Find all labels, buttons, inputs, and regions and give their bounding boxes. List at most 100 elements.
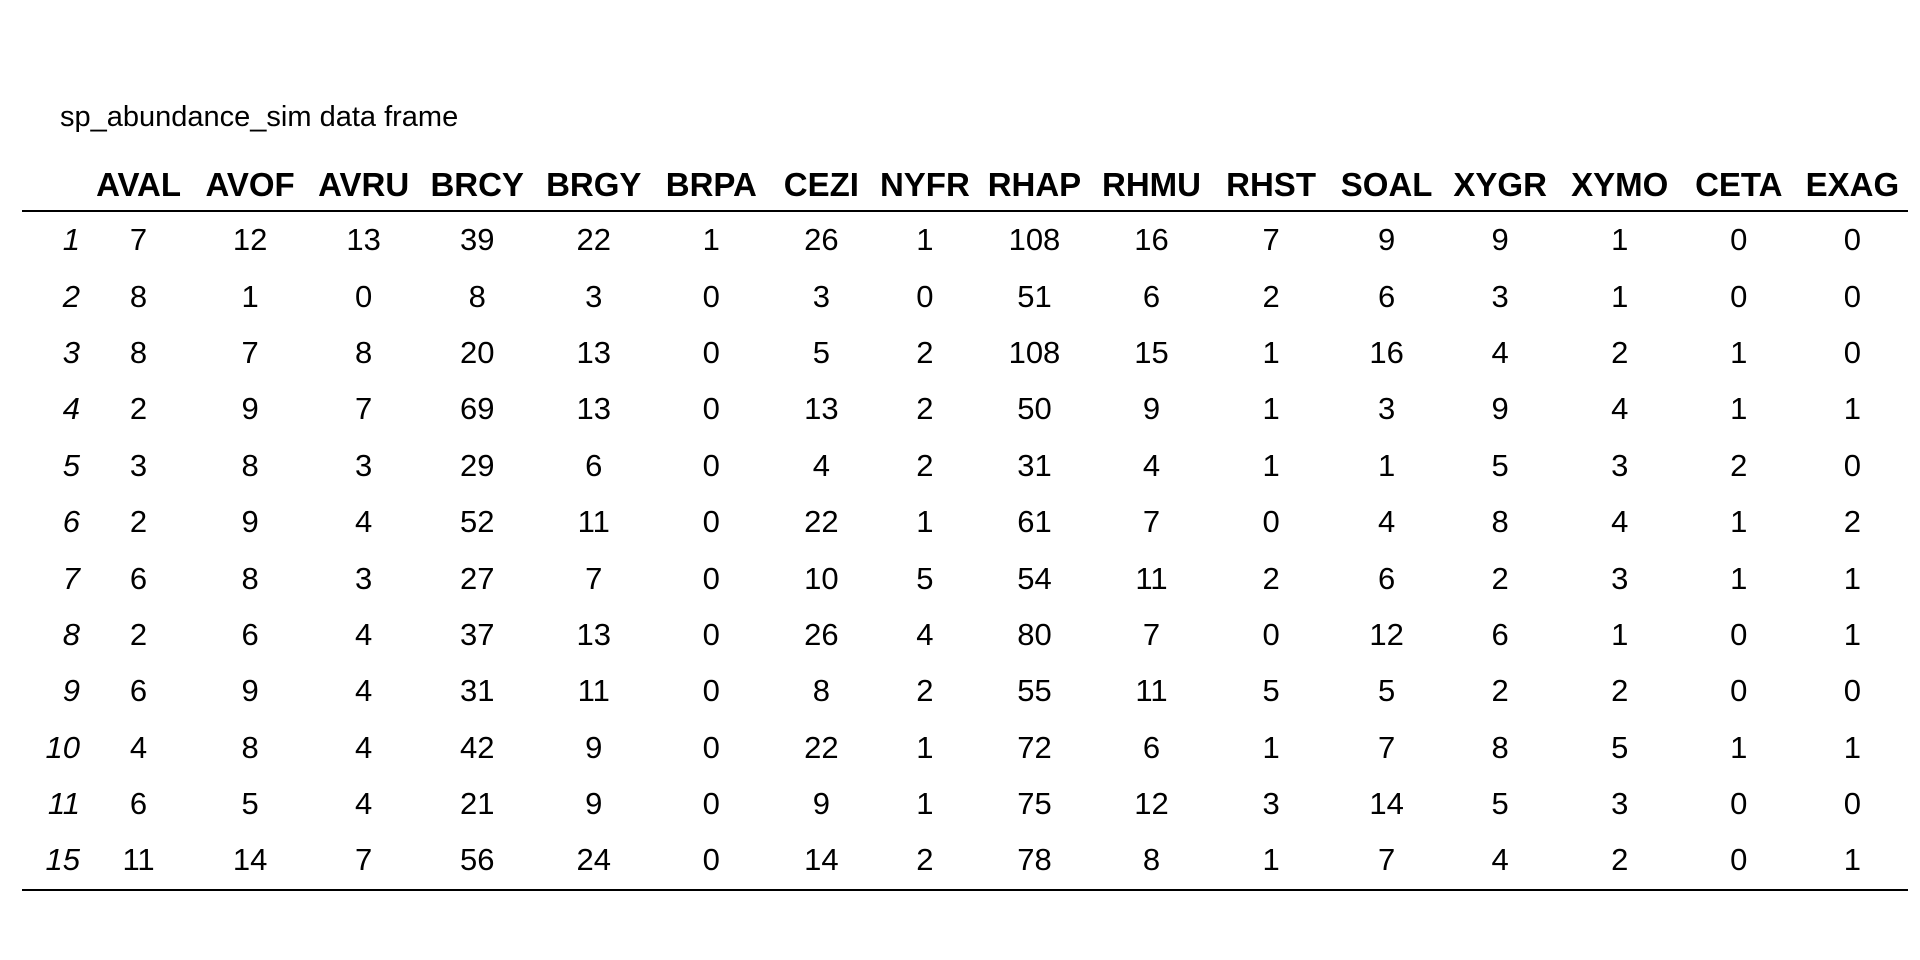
table-cell: 4	[1611, 391, 1629, 427]
table-cell: 9	[1491, 391, 1509, 427]
table-cell: 14	[1369, 786, 1404, 822]
table-cell: 1	[1730, 504, 1748, 540]
table-row: 11 6 5 4 21 9 0 9 1 75 12 3 14 5 3 0 0	[22, 776, 1908, 832]
row-name: 5	[62, 447, 81, 483]
table-cell: 5	[1611, 729, 1629, 765]
row-name: 8	[62, 616, 81, 652]
row-name-header	[22, 160, 85, 212]
table-cell: 0	[1262, 504, 1280, 540]
table-cell: 0	[1843, 334, 1862, 370]
table-cell: 14	[193, 832, 308, 891]
table-cell: 0	[1262, 616, 1280, 652]
table-cell: 6	[129, 673, 148, 709]
column-header-avof: AVOF	[193, 160, 308, 212]
table-cell: 0	[702, 278, 720, 314]
column-header-cezi: CEZI	[769, 160, 874, 212]
row-name: 15	[22, 832, 85, 891]
table-cell: 9	[241, 673, 259, 709]
table-cell: 7	[129, 222, 148, 258]
table-cell: 7	[355, 391, 373, 427]
table-cell: 3	[129, 447, 148, 483]
table-cell: 2	[1611, 673, 1629, 709]
table-cell: 21	[459, 786, 495, 822]
table-cell: 3	[1611, 786, 1629, 822]
table-cell: 9	[585, 786, 603, 822]
table-cell: 8	[241, 447, 259, 483]
table-cell: 12	[1134, 786, 1169, 822]
table-cell: 2	[1262, 278, 1280, 314]
table-cell: 11	[577, 504, 610, 540]
table-cell: 1	[916, 222, 934, 258]
table-cell: 78	[976, 832, 1093, 891]
table-cell: 13	[576, 616, 611, 652]
table-cell: 1	[1843, 616, 1862, 652]
table-cell: 9	[1142, 391, 1161, 427]
table-cell: 0	[702, 616, 720, 652]
table-cell: 1	[1730, 560, 1748, 596]
table-cell: 31	[459, 673, 495, 709]
table-cell: 6	[1491, 616, 1509, 652]
table-cell: 1	[1262, 334, 1280, 370]
table-cell: 8	[1092, 832, 1211, 891]
table-cell: 3	[812, 278, 830, 314]
table-cell: 6	[241, 616, 259, 652]
table-cell: 2	[916, 391, 934, 427]
table-cell: 7	[1331, 832, 1442, 891]
table-cell: 0	[702, 560, 720, 596]
table-row: 7 6 8 3 27 7 0 10 5 54 11 2 6 2 3 1 1	[22, 550, 1908, 606]
table-cell: 12	[232, 222, 268, 258]
table-cell: 1	[1730, 334, 1748, 370]
table-cell: 50	[1017, 391, 1052, 427]
table-cell: 108	[1008, 334, 1061, 370]
table-cell: 4	[129, 729, 148, 765]
table-cell: 1	[1262, 447, 1280, 483]
table-cell: 8	[241, 729, 259, 765]
table-cell: 8	[241, 560, 259, 596]
table-cell: 0	[1843, 278, 1862, 314]
table-cell: 15	[1134, 334, 1169, 370]
table-row: 9 6 9 4 31 11 0 8 2 55 11 5 5 2 2 0 0	[22, 663, 1908, 719]
row-name: 7	[62, 560, 81, 596]
table-cell: 39	[459, 222, 495, 258]
table-cell: 5	[1491, 447, 1509, 483]
table-cell: 2	[1491, 673, 1509, 709]
table-cell: 2	[916, 334, 934, 370]
row-name: 2	[62, 278, 81, 314]
table-cell: 0	[1843, 786, 1862, 822]
table-cell: 1	[1796, 832, 1908, 891]
table-cell: 0	[702, 334, 720, 370]
table-cell: 24	[534, 832, 654, 891]
row-name: 6	[62, 504, 81, 540]
table-cell: 42	[459, 729, 495, 765]
table-cell: 22	[804, 729, 839, 765]
table-row: 15 11 14 7 56 24 0 14 2 78 8 1 7 4 2 0 1	[22, 832, 1908, 891]
table-cell: 2	[873, 832, 977, 891]
table-cell: 11	[1135, 673, 1168, 709]
column-header-rhst: RHST	[1210, 160, 1332, 212]
table-cell: 0	[1843, 222, 1862, 258]
table-cell: 8	[468, 278, 486, 314]
table-cell: 5	[812, 334, 830, 370]
table-row: 10 4 8 4 42 9 0 22 1 72 6 1 7 8 5 1 1	[22, 720, 1908, 776]
table-cell: 9	[812, 786, 830, 822]
table-cell: 2	[916, 673, 934, 709]
table-cell: 26	[804, 616, 839, 652]
table-cell: 6	[1377, 560, 1396, 596]
table-cell: 6	[1377, 278, 1396, 314]
table-cell: 0	[1730, 786, 1748, 822]
table-cell: 12	[1369, 616, 1404, 652]
table-cell: 1	[241, 278, 259, 314]
table-cell: 51	[1017, 278, 1052, 314]
table-cell: 16	[1134, 222, 1169, 258]
table-row: 1 7 12 13 39 22 1 26 1 108 16 7 9 9 1 0 0	[22, 211, 1908, 268]
table-cell: 6	[585, 447, 603, 483]
table-cell: 10	[804, 560, 839, 596]
table-header: AVAL AVOF AVRU BRCY BRGY BRPA CEZI NYFR RHAP RHMU…	[22, 160, 1908, 212]
table-cell: 0	[1843, 447, 1862, 483]
table-cell: 3	[585, 278, 603, 314]
column-header-aval: AVAL	[84, 160, 194, 212]
column-header-xygr: XYGR	[1441, 160, 1559, 212]
table-caption: sp_abundance_sim data frame	[60, 101, 459, 133]
table-cell: 14	[769, 832, 874, 891]
table-cell: 2	[1491, 560, 1509, 596]
